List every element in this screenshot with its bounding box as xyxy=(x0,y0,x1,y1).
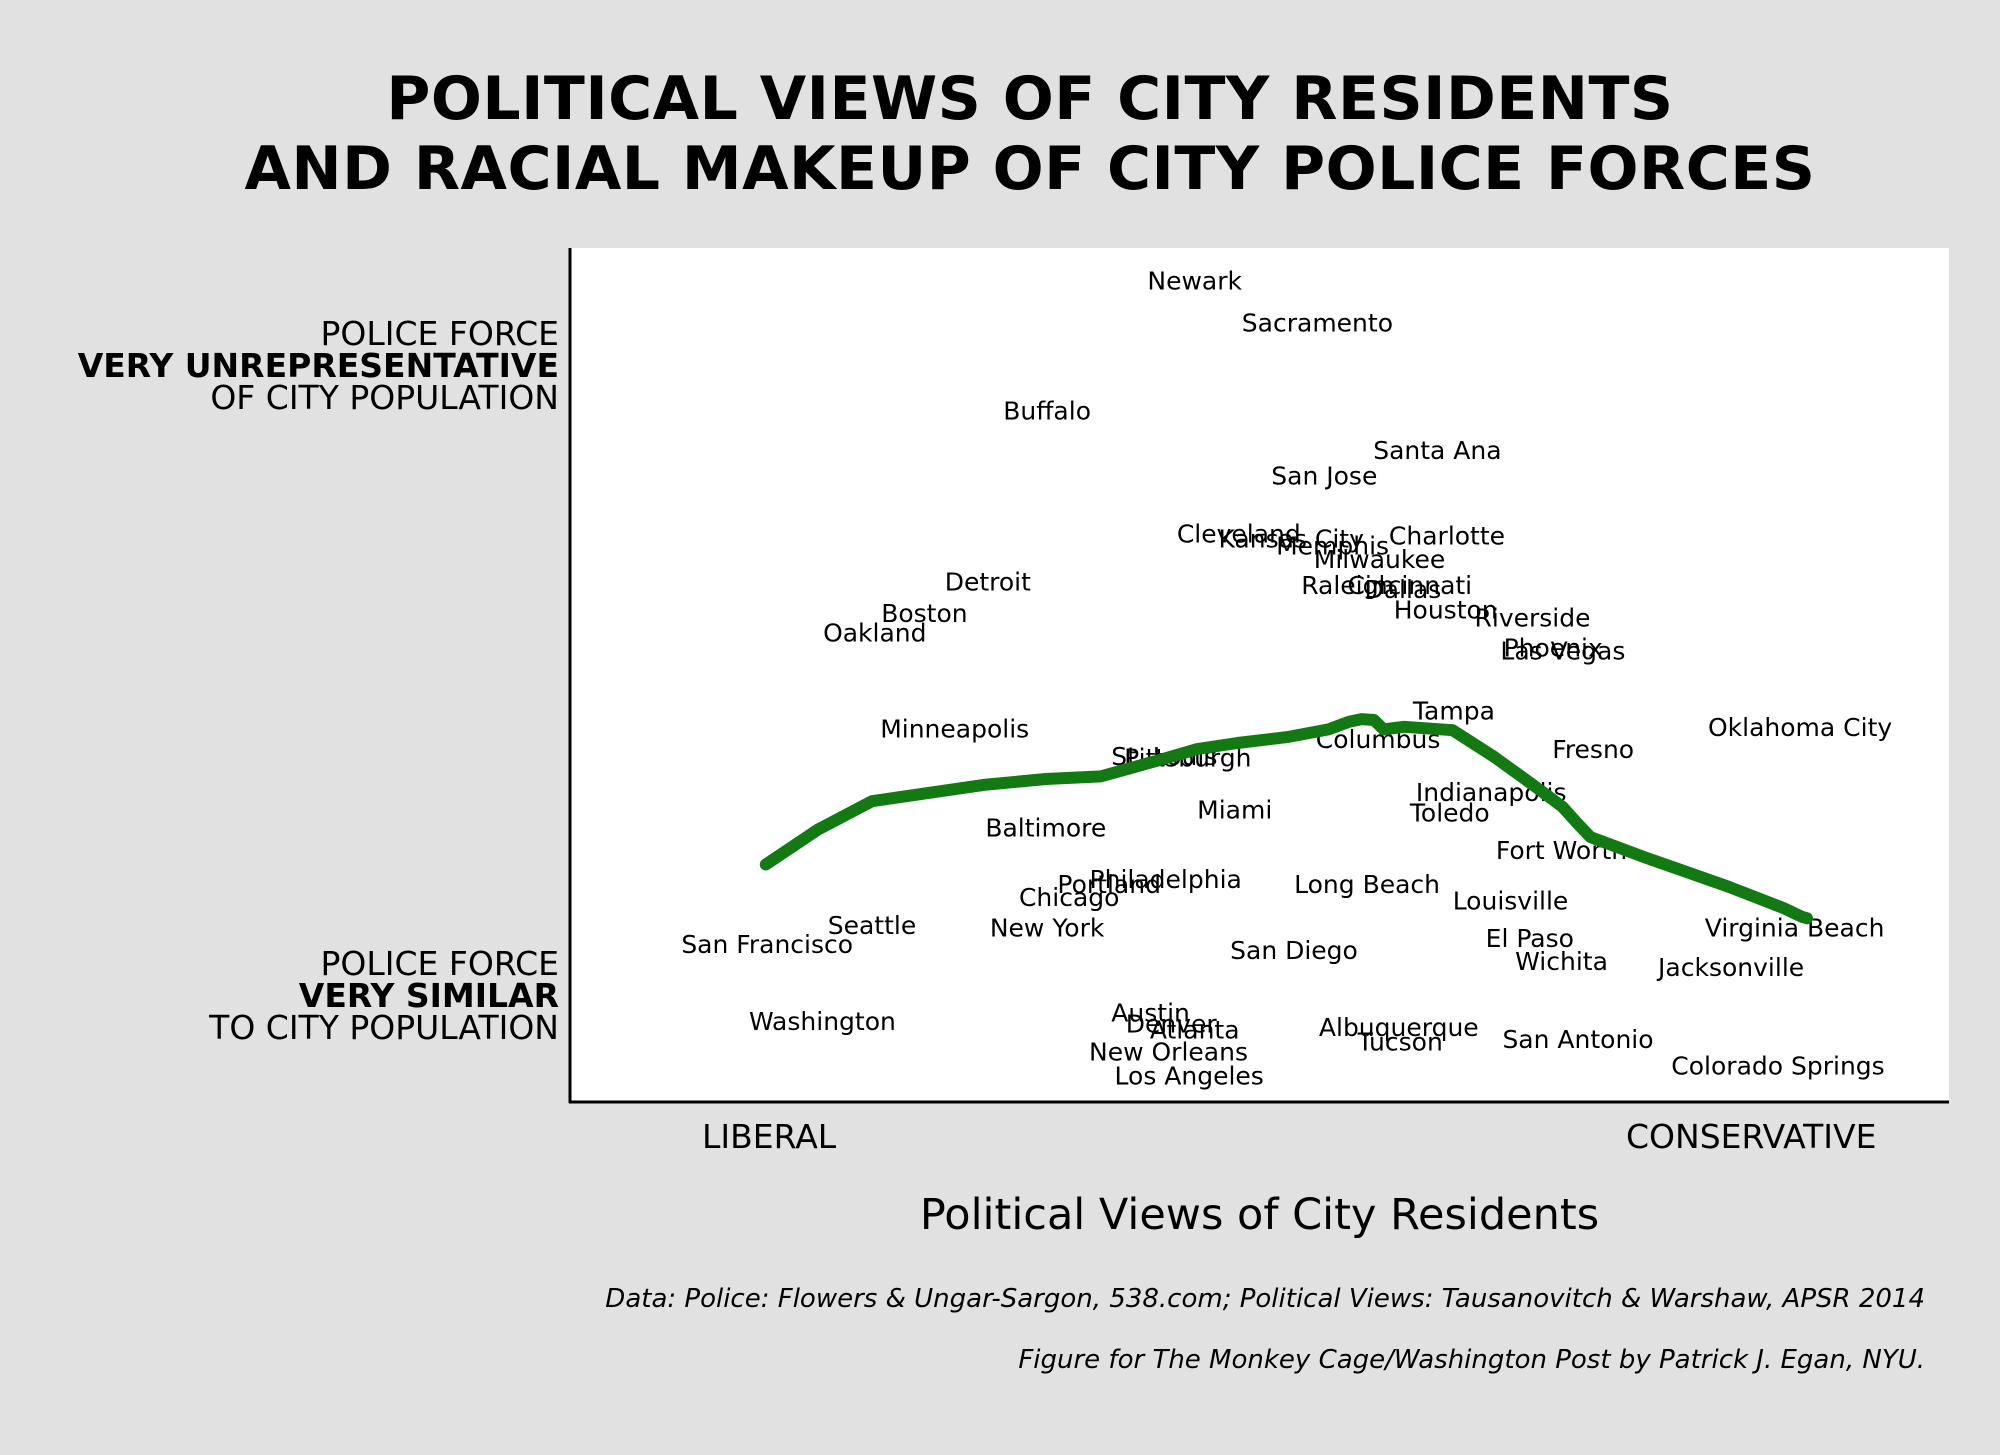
source-note: Data: Police: Flowers & Ungar-Sargon, 53… xyxy=(605,1284,1925,1314)
city-label: San Antonio xyxy=(1502,1025,1653,1054)
city-label: Minneapolis xyxy=(880,715,1029,744)
city-label: Milwaukee xyxy=(1314,545,1445,574)
city-label: Buffalo xyxy=(1003,396,1091,425)
city-label: Albuquerque xyxy=(1319,1013,1479,1042)
x-axis-right-label: CONSERVATIVE xyxy=(1626,1117,1877,1156)
city-label: Tucson xyxy=(1357,1027,1443,1056)
city-label: Los Angeles xyxy=(1115,1062,1264,1091)
city-label: San Francisco xyxy=(681,930,853,959)
city-label: Washington xyxy=(749,1007,896,1036)
city-label: Austin xyxy=(1111,998,1190,1027)
city-label: Long Beach xyxy=(1294,870,1440,899)
city-label: Denver xyxy=(1126,1010,1218,1039)
y-bottom-line3: TO CITY POPULATION xyxy=(209,1008,559,1047)
city-label: Newark xyxy=(1147,267,1242,296)
city-label: San Diego xyxy=(1230,936,1358,965)
city-label: Las Vegas xyxy=(1500,637,1625,666)
y-bottom-line2: VERY SIMILAR xyxy=(298,976,559,1015)
y-top-line2: VERY UNREPRESENTATIVE xyxy=(77,346,559,385)
city-label: Kansas City xyxy=(1218,525,1364,554)
city-label: New Orleans xyxy=(1089,1038,1248,1067)
city-label: Seattle xyxy=(828,911,917,940)
city-label: Boston xyxy=(881,599,967,628)
city-label: Sacramento xyxy=(1242,308,1393,337)
y-top-line1: POLICE FORCE xyxy=(320,314,559,353)
city-label: Tampa xyxy=(1412,697,1495,726)
city-label: Oakland xyxy=(823,619,926,648)
city-label: Colorado Springs xyxy=(1671,1051,1884,1080)
city-label: Wichita xyxy=(1515,947,1608,976)
city-label: Cleveland xyxy=(1177,520,1301,549)
city-label: Baltimore xyxy=(985,814,1106,843)
city-label: Jacksonville xyxy=(1656,953,1804,982)
city-label: El Paso xyxy=(1486,924,1574,953)
city-label: Atlanta xyxy=(1150,1016,1240,1045)
city-label: Santa Ana xyxy=(1373,436,1501,465)
chart-title-line1: POLITICAL VIEWS OF CITY RESIDENTS xyxy=(386,64,1674,134)
city-label: Toledo xyxy=(1409,798,1490,827)
city-label: Chicago xyxy=(1019,883,1119,912)
city-label: Philadelphia xyxy=(1090,865,1242,894)
city-label: Raleigh xyxy=(1301,571,1394,600)
city-label: New York xyxy=(990,914,1105,943)
city-label: Oklahoma City xyxy=(1708,713,1892,742)
city-label: Houston xyxy=(1394,596,1498,625)
chart-title-line2: AND RACIAL MAKEUP OF CITY POLICE FORCES xyxy=(244,134,1816,204)
city-label: Cincinnati xyxy=(1347,571,1472,600)
city-label: Detroit xyxy=(945,567,1031,596)
city-label: Memphis xyxy=(1276,532,1389,561)
x-axis-left-label: LIBERAL xyxy=(702,1117,837,1156)
y-top-line3: OF CITY POPULATION xyxy=(210,378,559,417)
y-axis-top-label: POLICE FORCE VERY UNREPRESENTATIVE OF CI… xyxy=(77,314,559,417)
city-label: Riverside xyxy=(1475,603,1591,632)
trend-line xyxy=(759,713,1813,925)
y-bottom-line1: POLICE FORCE xyxy=(320,944,559,983)
x-axis-title: Political Views of City Residents xyxy=(919,1190,1600,1240)
city-label: Portland xyxy=(1057,870,1161,899)
y-axis-bottom-label: POLICE FORCE VERY SIMILAR TO CITY POPULA… xyxy=(209,944,559,1047)
city-label: Dallas xyxy=(1364,575,1441,604)
city-label: Fresno xyxy=(1552,735,1634,764)
plot-area: Newark Sacramento Buffalo Santa Ana San Jose… xyxy=(570,248,1949,1103)
city-label: Charlotte xyxy=(1389,521,1505,550)
credit-note: Figure for The Monkey Cage/Washington Po… xyxy=(1018,1345,1925,1375)
city-label: Phoenix xyxy=(1504,633,1603,662)
city-label: Miami xyxy=(1197,796,1272,825)
city-label: Louisville xyxy=(1453,886,1569,915)
city-label: San Jose xyxy=(1271,461,1377,490)
